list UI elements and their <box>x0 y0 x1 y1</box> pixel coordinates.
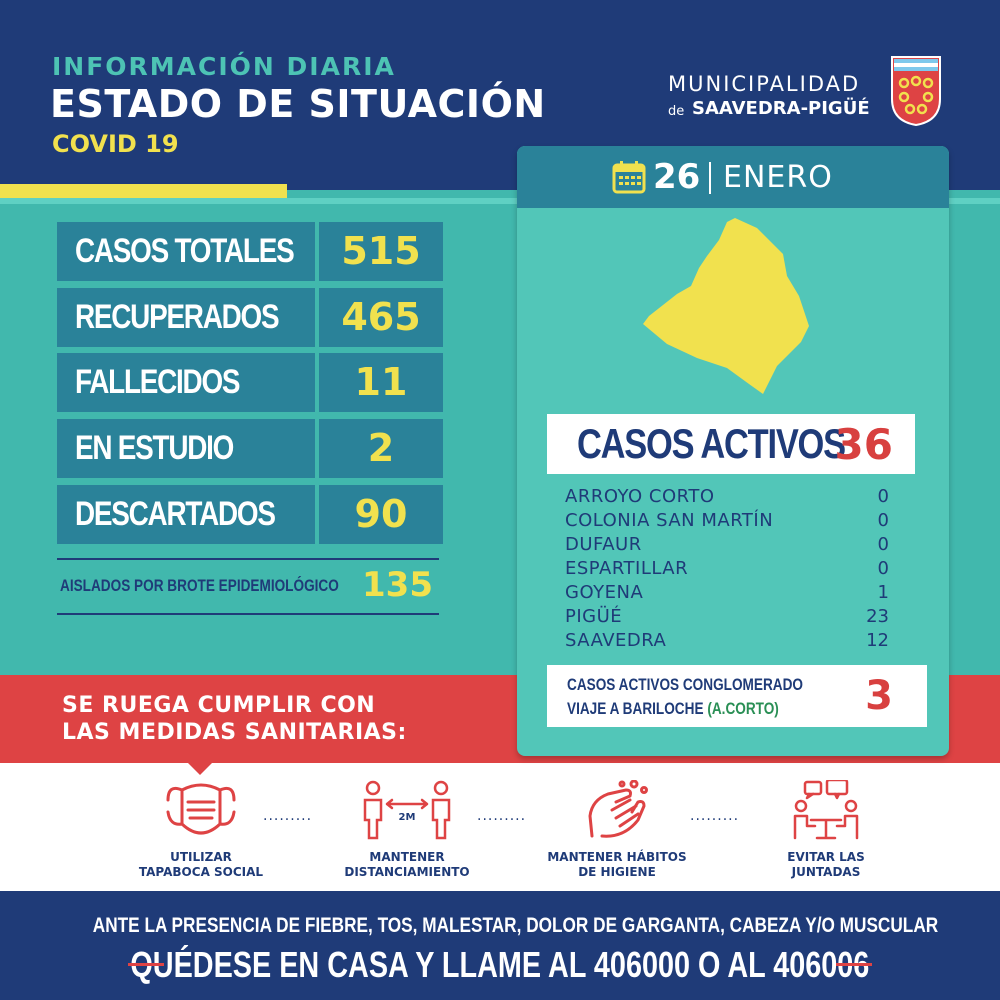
distance-icon: 2M <box>363 780 451 840</box>
list-item: SAAVEDRA 12 <box>565 630 905 654</box>
hand-washing-icon <box>588 780 648 838</box>
measure-hygiene: MANTENER HÁBITOS DE HIGIENE <box>532 780 702 880</box>
list-item: ESPARTILLAR 0 <box>565 558 905 582</box>
date-separator <box>709 162 711 194</box>
notice-line: LAS MEDIDAS SANITARIAS: <box>62 720 407 745</box>
list-item: PIGÜÉ 23 <box>565 606 905 630</box>
stat-value: 515 <box>319 222 443 281</box>
calendar-icon <box>612 161 646 194</box>
isolated-value: 135 <box>362 565 433 605</box>
stat-value: 11 <box>319 353 443 412</box>
measures-section <box>0 763 1000 891</box>
stat-row-discarded: DESCARTADOS 90 <box>57 485 443 544</box>
stat-value: 465 <box>319 288 443 347</box>
measure-gatherings: EVITAR LAS JUNTADAS <box>741 780 911 880</box>
measure-label: DE HIGIENE <box>578 865 656 879</box>
stat-row-recovered: RECUPERADOS 465 <box>57 288 443 347</box>
municipal-crest-icon <box>891 56 941 127</box>
separator-dots: ......... <box>690 808 740 824</box>
divider <box>57 558 439 560</box>
accent-bar <box>0 184 287 198</box>
measure-label: MANTENER <box>369 850 445 864</box>
location-value: 12 <box>866 630 889 651</box>
municipality-name: MUNICIPALIDAD <box>668 72 861 96</box>
footer-dash <box>836 963 872 966</box>
location-name: GOYENA <box>565 582 644 603</box>
municipality-de: de <box>668 104 685 119</box>
banner-pointer <box>188 763 212 775</box>
measure-mask: UTILIZAR TAPABOCA SOCIAL <box>116 780 286 880</box>
distance-badge: 2M <box>399 812 416 823</box>
location-value: 0 <box>877 486 889 507</box>
stat-label: FALLECIDOS <box>75 363 241 401</box>
location-name: DUFAUR <box>565 534 642 555</box>
stat-row-deceased: FALLECIDOS 11 <box>57 353 443 412</box>
cluster-trip: VIAJE A BARILOCHE <box>567 699 704 718</box>
locations-list: ARROYO CORTO 0 COLONIA SAN MARTÍN 0 DUFAUR… <box>565 486 905 654</box>
date-header: 26 ENERO <box>517 146 949 208</box>
stat-label: CASOS TOTALES <box>75 232 295 270</box>
location-value: 1 <box>877 582 889 603</box>
stat-value: 90 <box>319 485 443 544</box>
active-cases-box: CASOS ACTIVOS 36 <box>547 414 915 474</box>
notice-line: SE RUEGA CUMPLIR CON <box>62 693 376 718</box>
page-title: ESTADO DE SITUACIÓN <box>50 82 546 126</box>
isolated-label: AISLADOS POR BROTE EPIDEMIOLÓGICO <box>60 576 339 595</box>
measure-label: TAPABOCA SOCIAL <box>138 865 264 879</box>
divider <box>57 613 439 615</box>
separator-dots: ......... <box>263 808 313 824</box>
footer-call-to-action: QUÉDESE EN CASA Y LLAME AL 406000 O AL 4… <box>130 944 870 985</box>
measure-label: MANTENER HÁBITOS <box>547 850 687 864</box>
list-item: DUFAUR 0 <box>565 534 905 558</box>
municipality-city: SAAVEDRA-PIGÜÉ <box>692 98 870 119</box>
list-item: ARROYO CORTO 0 <box>565 486 905 510</box>
measure-label: DISTANCIAMIENTO <box>344 865 470 879</box>
date-day: 26 <box>653 157 701 197</box>
stat-label: EN ESTUDIO <box>75 429 234 467</box>
location-name: PIGÜÉ <box>565 606 623 627</box>
stat-value: 2 <box>319 419 443 478</box>
cluster-box: CASOS ACTIVOS CONGLOMERADO VIAJE A BARIL… <box>547 665 927 727</box>
separator-dots: ......... <box>477 808 527 824</box>
cluster-location: (A.CORTO) <box>707 699 779 718</box>
divider <box>0 198 1000 204</box>
covid-tag: COVID 19 <box>52 130 179 158</box>
measure-label: UTILIZAR <box>170 850 232 864</box>
cluster-value: 3 <box>865 673 893 719</box>
measure-label: EVITAR LAS <box>787 850 865 864</box>
no-gatherings-icon <box>793 780 859 840</box>
measure-distance: 2M MANTENER DISTANCIAMIENTO <box>322 780 492 880</box>
active-cases-label: CASOS ACTIVOS <box>577 420 846 467</box>
cluster-label: CASOS ACTIVOS CONGLOMERADO <box>567 675 803 694</box>
date-month: ENERO <box>723 160 833 195</box>
footer <box>0 891 1000 1000</box>
location-name: SAAVEDRA <box>565 630 667 651</box>
footer-symptoms: ANTE LA PRESENCIA DE FIEBRE, TOS, MALEST… <box>92 914 939 937</box>
location-value: 0 <box>877 510 889 531</box>
stat-row-total: CASOS TOTALES 515 <box>57 222 443 281</box>
footer-dash <box>128 963 164 966</box>
active-cases-value: 36 <box>834 420 893 469</box>
face-mask-icon <box>166 783 236 835</box>
stat-label: DESCARTADOS <box>75 495 276 533</box>
location-name: COLONIA SAN MARTÍN <box>565 510 774 531</box>
stat-label: RECUPERADOS <box>75 298 280 336</box>
header-subtitle: INFORMACIÓN DIARIA <box>52 52 396 81</box>
location-value: 23 <box>866 606 889 627</box>
cluster-sublabel: VIAJE A BARILOCHE (A.CORTO) <box>567 699 779 719</box>
active-cases-card: 26 ENERO CASOS ACTIVOS 36 ARROYO CORTO 0 … <box>517 146 949 756</box>
location-name: ESPARTILLAR <box>565 558 689 579</box>
list-item: COLONIA SAN MARTÍN 0 <box>565 510 905 534</box>
district-map-icon <box>643 218 809 394</box>
measure-label: JUNTADAS <box>791 865 861 879</box>
list-item: GOYENA 1 <box>565 582 905 606</box>
stat-row-under-study: EN ESTUDIO 2 <box>57 419 443 478</box>
notice-text: SE RUEGA CUMPLIR CON LAS MEDIDAS SANITAR… <box>62 692 407 746</box>
location-name: ARROYO CORTO <box>565 486 715 507</box>
location-value: 0 <box>877 558 889 579</box>
location-value: 0 <box>877 534 889 555</box>
